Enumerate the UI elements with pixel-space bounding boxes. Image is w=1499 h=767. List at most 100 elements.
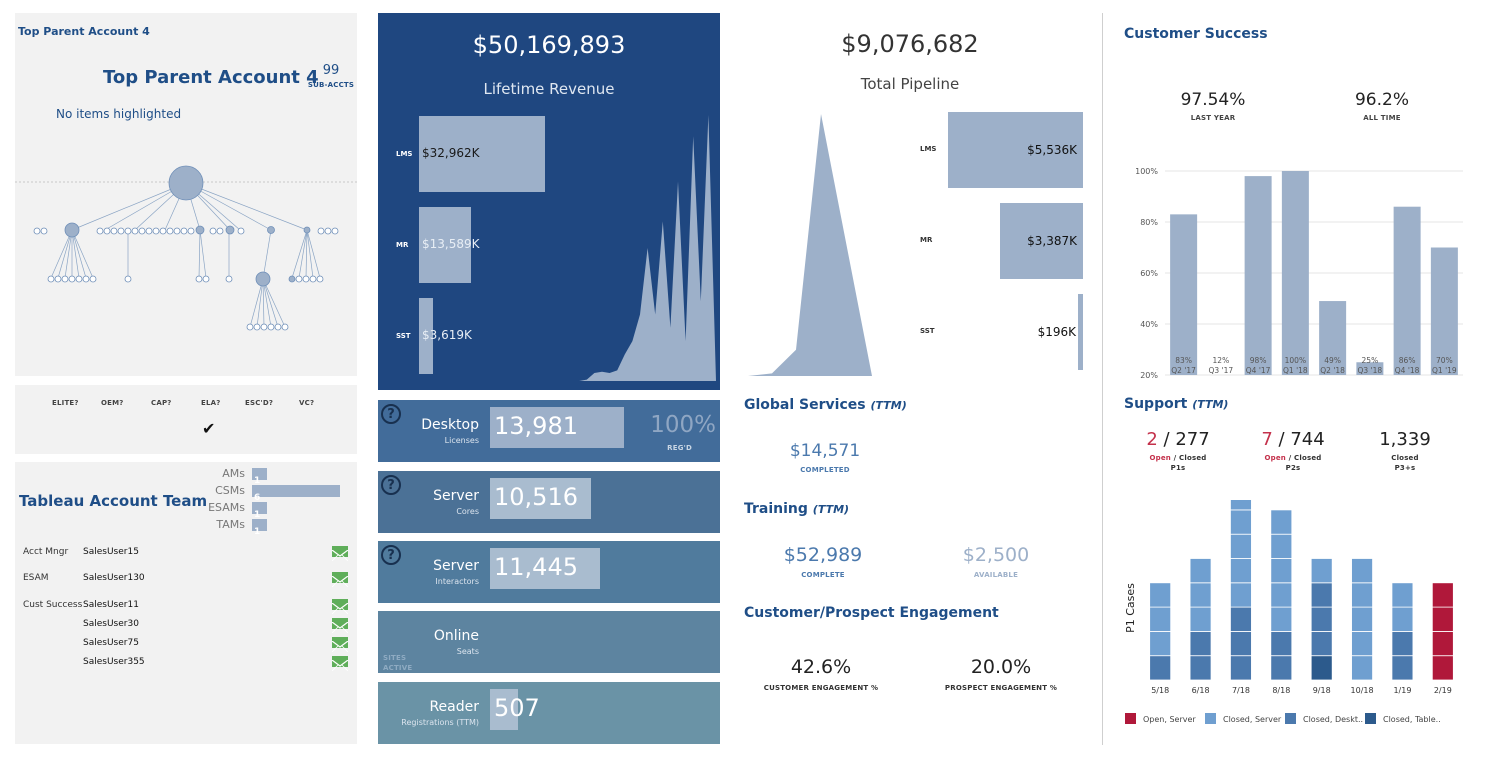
role-count-bar[interactable]: 1 <box>252 519 267 537</box>
pipeline-bar[interactable] <box>1000 203 1083 279</box>
license-bar[interactable] <box>490 689 518 730</box>
revenue-bar[interactable] <box>419 116 545 192</box>
revenue-trend-chart[interactable] <box>564 113 716 383</box>
revenue-row-label: SST <box>396 332 411 340</box>
account-hierarchy-tree[interactable] <box>15 13 357 376</box>
p1-open-label: Open <box>1149 454 1171 462</box>
license-value: 11,445 <box>494 553 578 581</box>
email-icon[interactable] <box>331 546 349 562</box>
customer-engagement-value: 42.6% <box>790 656 852 678</box>
help-icon[interactable]: ? <box>381 475 401 495</box>
role-label: AMs <box>222 467 245 480</box>
p1-ylabel: P1 Cases <box>1124 583 1137 633</box>
cs-bar <box>1393 206 1421 375</box>
p1-category-label: 2/19 <box>1434 686 1452 695</box>
cs-ytick: 100% <box>1135 167 1158 176</box>
license-title: Online <box>433 628 479 644</box>
cs-bar <box>1356 362 1384 375</box>
p1-bar-segment <box>1149 655 1172 681</box>
p1-bar-segment <box>1149 582 1172 608</box>
pipeline-trend-chart[interactable] <box>748 110 878 380</box>
license-value: 10,516 <box>494 483 578 511</box>
cs-bar-label: 70% <box>1436 356 1453 365</box>
account-title: Top Parent Account 4 <box>103 67 319 88</box>
cs-ytick: 80% <box>1140 218 1158 227</box>
role-count: 1 <box>254 476 261 486</box>
revenue-row-value: $3,619K <box>422 328 472 342</box>
email-icon[interactable] <box>331 618 349 634</box>
p2-name: P2s <box>1285 464 1301 472</box>
account-team-panel: Tableau Account Team AMs 1 CSMs 6 ESAMs 1 TAMs… <box>15 462 357 744</box>
p1-legend-swatch <box>1205 713 1216 724</box>
license-panel: ? Desktop Licenses 13,981 100% REG'D <box>378 400 720 462</box>
license-subtitle: Seats <box>456 647 479 656</box>
cs-bar-label: 49% <box>1324 356 1341 365</box>
p1-category-label: 1/19 <box>1393 686 1411 695</box>
license-extra-value: 100% <box>650 412 716 438</box>
p1-bar-segment <box>1270 533 1293 559</box>
revenue-bar[interactable] <box>419 298 433 374</box>
p1-bar-segment <box>1149 606 1172 632</box>
support-p2-counts: 7 / 744 <box>1243 429 1343 450</box>
sub-accts-count: 99 <box>322 63 340 78</box>
p2-open-label: Open <box>1264 454 1286 462</box>
email-icon[interactable] <box>331 599 349 615</box>
license-bar[interactable] <box>490 548 600 589</box>
cs-category-label: Q3 '17 <box>1209 366 1234 375</box>
pipeline-row-label: SST <box>920 327 935 335</box>
role-count-bar[interactable]: 1 <box>252 468 267 486</box>
pipeline-total: $9,076,682 <box>841 30 979 58</box>
p1-bar-segment <box>1310 558 1333 584</box>
p1-legend-label: Closed, Table.. <box>1383 715 1441 724</box>
cs-bar <box>1170 214 1198 375</box>
revenue-bar[interactable] <box>419 207 471 283</box>
p1-category-label: 9/18 <box>1313 686 1331 695</box>
cs-bar-label: 12% <box>1213 356 1230 365</box>
email-icon[interactable] <box>331 656 349 672</box>
p1-bar-segment <box>1310 630 1333 657</box>
p1-bar-segment <box>1230 533 1252 559</box>
p1-bar-segment <box>1270 509 1293 535</box>
cs-category-label: Q2 '18 <box>1320 366 1345 375</box>
p1-bar-segment <box>1230 500 1252 511</box>
member-name: SalesUser130 <box>83 573 145 583</box>
help-icon[interactable]: ? <box>381 545 401 565</box>
pipeline-row-label: LMS <box>920 145 937 153</box>
license-panel: ? Server Interactors 11,445 <box>378 541 720 603</box>
license-panel: Online Seats SITES ACTIVE <box>378 611 720 673</box>
cs-last-year-label: LAST YEAR <box>1190 114 1236 122</box>
flag-label: CAP? <box>151 399 172 407</box>
help-icon-glyph: ? <box>387 548 395 563</box>
cs-category-label: Q2 '17 <box>1171 366 1196 375</box>
lifetime-revenue-panel: $50,169,893 Lifetime Revenue LMS $32,962K… <box>378 13 720 390</box>
pipeline-row-value: $3,387K <box>1027 234 1077 248</box>
p1-bar-segment <box>1189 606 1212 632</box>
member-name: SalesUser30 <box>83 619 139 629</box>
p1-bar-segment <box>1230 630 1252 657</box>
p1-bar-segment <box>1270 606 1293 632</box>
email-icon[interactable] <box>331 637 349 653</box>
license-subtitle: Cores <box>456 507 479 516</box>
support-title: Support (TTM) <box>1124 396 1228 412</box>
p1-bar-segment <box>1270 558 1293 584</box>
role-count-bar[interactable]: 6 <box>252 485 340 503</box>
training-ttm: (TTM) <box>812 503 850 516</box>
member-name: SalesUser75 <box>83 638 139 648</box>
member-name: SalesUser11 <box>83 600 139 610</box>
p1-closed-label: Closed <box>1179 454 1207 462</box>
training-title: Training (TTM) <box>744 501 849 517</box>
p1-cases-chart[interactable]: P1 Cases 5/18 6/18 7/18 8/18 9/18 10/18 1/19 2/1… <box>1120 500 1465 735</box>
license-bar[interactable] <box>490 407 624 448</box>
revenue-row-label: LMS <box>396 150 413 158</box>
flag-label: OEM? <box>101 399 124 407</box>
role-count-bar[interactable]: 1 <box>252 502 267 520</box>
pipeline-bar[interactable] <box>1078 294 1083 370</box>
cs-ytick: 20% <box>1140 371 1158 380</box>
help-icon[interactable]: ? <box>381 404 401 424</box>
account-panel: Top Parent Account 4 Top Parent Account … <box>15 13 357 376</box>
license-corner-label: SITES ACTIVE <box>383 654 413 672</box>
pipeline-bar[interactable] <box>948 112 1083 188</box>
email-icon[interactable] <box>331 572 349 588</box>
license-bar[interactable] <box>490 478 591 519</box>
